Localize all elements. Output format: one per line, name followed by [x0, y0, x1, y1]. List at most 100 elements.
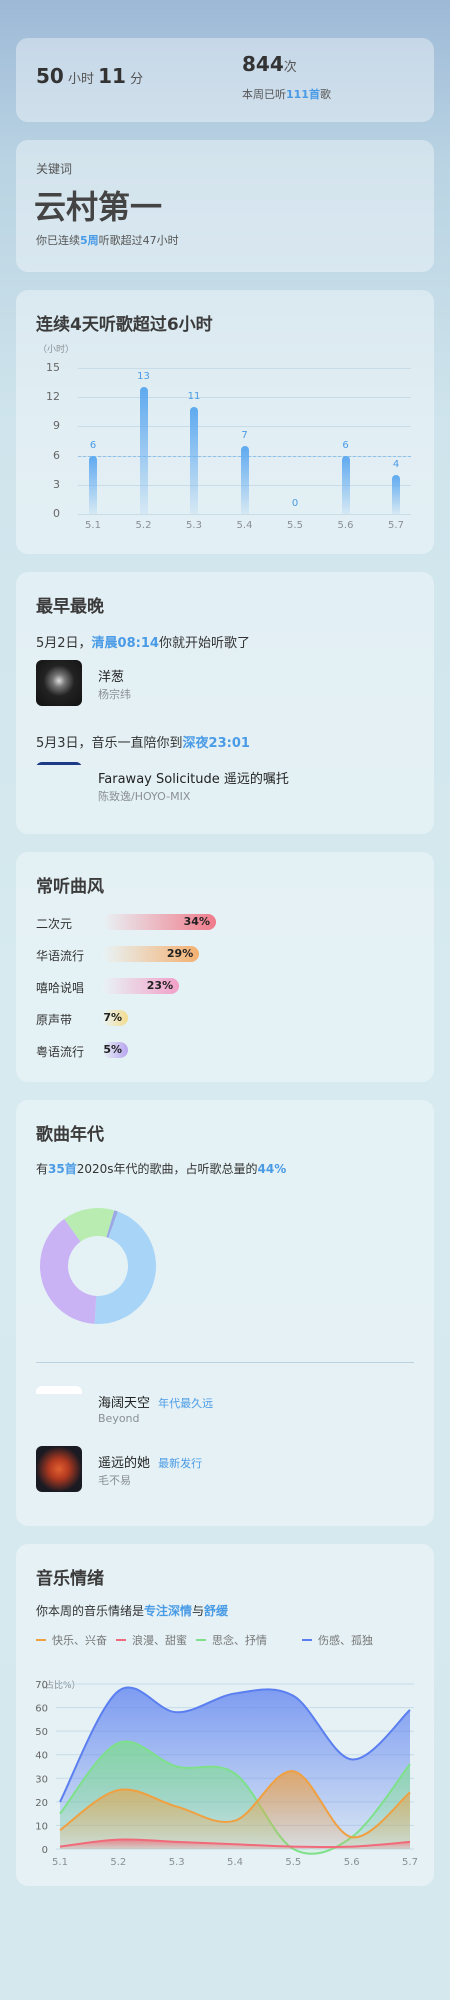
keyword-card: 关键词 云村第一 你已连续5周听歌超过47小时: [16, 140, 434, 272]
weekly-count: 111首: [286, 88, 320, 101]
early-song-artist: 杨宗纬: [98, 688, 131, 701]
x-tick-label: 5.5: [287, 520, 303, 531]
series-line-浪漫、甜蜜: [59, 1838, 411, 1849]
y-gridline: [78, 426, 411, 428]
plays-unit: 次: [283, 60, 297, 75]
era-divider: [36, 1362, 414, 1363]
area-fill-浪漫、甜蜜: [60, 1839, 410, 1849]
oldest-song-line[interactable]: 海阔天空 年代最久远: [98, 1392, 213, 1411]
y-tick-label: 70: [35, 1680, 48, 1691]
genre-row: 嘻哈说唱 23%: [36, 976, 416, 996]
newest-song-title[interactable]: 遥远的她: [98, 1456, 151, 1471]
y-tick-label: 20: [35, 1798, 48, 1809]
era-desc: 有35首2020s年代的歌曲，占听歌总量的44%: [36, 1160, 286, 1177]
bar-value-label: 13: [137, 371, 150, 383]
newest-song-line[interactable]: 遥远的她 最新发行: [98, 1452, 202, 1471]
genre-bar: [102, 978, 180, 994]
era-desc-pct: 44%: [257, 1162, 287, 1176]
weekly-suffix: 歌: [319, 88, 331, 101]
oldest-song-title[interactable]: 海阔天空: [98, 1396, 151, 1411]
emotion-legend-item: 快乐、兴奋: [36, 1632, 107, 1648]
y-tick-label: 40: [35, 1751, 48, 1762]
y-tick-label: 0: [42, 1845, 48, 1856]
emotion-chart-unit: （占比%）: [36, 1681, 81, 1691]
era-donut-chart: [40, 1208, 156, 1324]
legend-label: 思念、抒情: [212, 1634, 267, 1647]
emotion-area-chart: 0 10 20 30 40 50 60 70 5.1 5.2 5.3 5.4 5.5 5.6 5.7: [35, 1680, 418, 1868]
keyword-desc-weeks: 5周: [80, 234, 99, 247]
genre-percent: 5%: [103, 1043, 122, 1056]
x-tick-label: 5.6: [337, 520, 354, 531]
genre-percent: 23%: [146, 979, 174, 992]
genre-label: 嘻哈说唱: [36, 981, 85, 995]
early-suffix: 你就开始听歌了: [158, 636, 250, 651]
donut-slice-2000-2010s: [64, 1208, 115, 1242]
emotion-desc-b: 舒缓: [204, 1604, 229, 1618]
genre-row: 华语流行 29%: [36, 944, 416, 964]
genre-row: 粤语流行 5%: [36, 1040, 416, 1060]
y-gridline: [78, 368, 411, 369]
donut-slice-1990-2000s: [106, 1210, 118, 1238]
emotion-title: 音乐情绪: [36, 1569, 104, 1589]
genre-percent: 29%: [166, 947, 194, 960]
newest-song-tag: 最新发行: [158, 1457, 203, 1470]
bar-value-label: 6: [89, 439, 97, 451]
x-tick-label: 5.4: [227, 1857, 243, 1868]
keyword-word: 云村第一: [34, 188, 163, 226]
early-time: 清晨08:14: [91, 636, 159, 651]
keyword-desc-suffix: 听歌超过47小时: [98, 234, 179, 247]
y-tick-label: 6: [53, 448, 60, 462]
legend-line-icon: [302, 1639, 312, 1641]
play-count: 844次: [242, 52, 297, 76]
minutes-value: 11: [98, 64, 126, 88]
newest-song-cover[interactable]: [36, 1446, 82, 1492]
genre-bar: [102, 946, 200, 962]
genre-title: 常听曲风: [36, 877, 104, 897]
genre-bar: [102, 914, 216, 930]
y-tick-label: 12: [46, 390, 60, 404]
listen-duration: 50 小时 11 分: [36, 64, 143, 88]
emotion-legend-item: 伤感、孤独: [302, 1632, 373, 1648]
emotion-desc-mid: 与: [192, 1604, 205, 1618]
early-prefix: 5月2日，: [36, 636, 92, 651]
genre-label: 粤语流行: [36, 1045, 85, 1059]
early-late-title: 最早最晚: [36, 597, 104, 617]
keyword-desc: 你已连续5周听歌超过47小时: [36, 232, 179, 248]
donut-slice-2010-2020s: [40, 1218, 97, 1324]
y-tick-label: 60: [35, 1704, 48, 1715]
late-song-title[interactable]: Faraway Solicitude 遥远的嘱托: [98, 772, 289, 787]
emotion-legend-item: 思念、抒情: [196, 1632, 267, 1648]
emotion-desc: 你本周的音乐情绪是专注深情与舒缓: [36, 1602, 228, 1619]
era-desc-mid: 2020s年代的歌曲，占听歌总量的: [76, 1162, 258, 1176]
daily-chart-title: 连续4天听歌超过6小时: [36, 315, 213, 335]
genre-row: 二次元 34%: [36, 912, 416, 932]
emotion-legend-item: 浪漫、甜蜜: [116, 1632, 187, 1648]
genre-bar: [102, 1042, 128, 1058]
emotion-desc-a: 专注深情: [144, 1604, 193, 1618]
x-tick-label: 5.1: [52, 1857, 68, 1868]
bar-5.2: [139, 387, 148, 514]
bar-value-label: 6: [342, 439, 349, 451]
early-line: 5月2日，清晨08:14你就开始听歌了: [36, 632, 250, 651]
era-desc-count: 35首: [48, 1162, 77, 1176]
early-song-title[interactable]: 洋葱: [98, 670, 125, 685]
early-song-cover[interactable]: [36, 660, 82, 706]
x-tick-label: 5.3: [169, 1857, 185, 1868]
area-fill-快乐、兴奋: [60, 1771, 410, 1849]
genre-bar: [102, 1010, 128, 1026]
x-tick-label: 5.4: [236, 520, 253, 531]
hours-unit: 小时: [67, 72, 94, 87]
oldest-song-artist: Beyond: [98, 1412, 140, 1425]
bar-5.6: [341, 455, 350, 514]
genre-card: 常听曲风 二次元 34% 华语流行 29% 嘻哈说唱 23% 原声带 7% 粤语流行 5%: [16, 852, 434, 1082]
genre-row: 原声带 7%: [36, 1008, 416, 1028]
bar-value-label: 7: [241, 429, 248, 441]
x-tick-label: 5.1: [85, 520, 101, 531]
y-tick-label: 15: [46, 361, 60, 374]
late-song-cover[interactable]: [36, 762, 82, 808]
legend-line-icon: [36, 1639, 46, 1641]
hours-value: 50: [36, 64, 64, 88]
oldest-song-cover[interactable]: [36, 1386, 82, 1432]
x-tick-label: 5.5: [285, 1857, 301, 1868]
oldest-song-tag: 年代最久远: [158, 1397, 214, 1410]
